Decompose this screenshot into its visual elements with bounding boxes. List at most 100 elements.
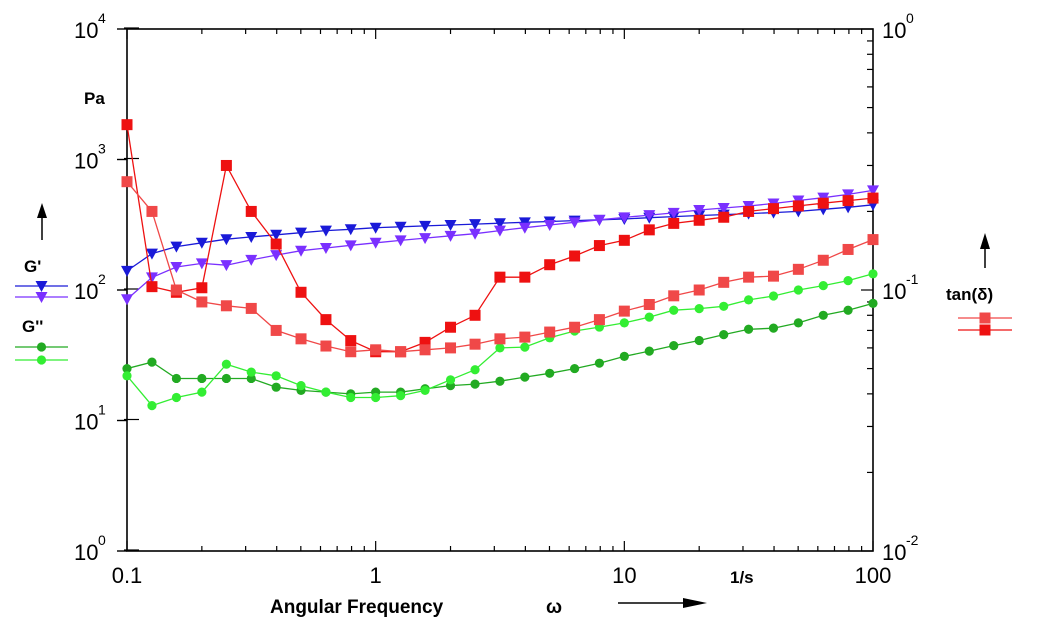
legend-label-g-double-prime: G'' bbox=[22, 317, 43, 336]
x-tick-label: 1 bbox=[370, 563, 382, 588]
series-4 bbox=[122, 269, 878, 411]
data-point bbox=[369, 222, 382, 234]
data-point bbox=[121, 265, 133, 277]
data-point bbox=[593, 240, 605, 252]
data-point bbox=[717, 202, 730, 214]
data-point bbox=[371, 392, 381, 403]
data-point bbox=[792, 200, 804, 212]
data-point bbox=[818, 281, 828, 291]
data-point bbox=[743, 205, 755, 217]
data-point bbox=[369, 237, 382, 249]
data-point bbox=[743, 295, 754, 305]
data-point bbox=[867, 234, 879, 246]
y-left-direction-arrow bbox=[37, 203, 47, 240]
legend-g-double-prime-1 bbox=[15, 342, 68, 352]
data-point bbox=[445, 375, 456, 385]
data-point bbox=[170, 241, 183, 253]
data-point bbox=[220, 260, 233, 272]
data-point bbox=[146, 281, 158, 293]
data-point bbox=[147, 401, 157, 411]
data-point bbox=[295, 286, 307, 298]
data-point bbox=[419, 336, 431, 348]
data-point bbox=[667, 207, 680, 219]
data-point bbox=[121, 119, 133, 131]
x-axis-title: Angular Frequency bbox=[270, 597, 444, 618]
legend-marker bbox=[979, 324, 991, 336]
data-point bbox=[569, 321, 581, 333]
data-point bbox=[719, 330, 729, 340]
data-point bbox=[843, 276, 853, 286]
y-right-tick-label: 10 bbox=[882, 540, 906, 565]
y-right-tick-label: 10 bbox=[882, 18, 906, 43]
data-point bbox=[195, 237, 208, 249]
data-point bbox=[519, 331, 531, 343]
data-point bbox=[568, 217, 581, 229]
data-point bbox=[493, 218, 506, 230]
data-point bbox=[270, 238, 282, 250]
data-point bbox=[444, 219, 457, 231]
legend-g-double-prime-2 bbox=[15, 355, 68, 365]
data-point bbox=[271, 382, 281, 392]
data-point bbox=[220, 159, 232, 171]
data-point bbox=[196, 296, 208, 308]
data-point bbox=[320, 314, 332, 326]
data-point bbox=[394, 221, 407, 233]
data-point bbox=[345, 346, 357, 358]
legend-marker bbox=[35, 292, 48, 303]
legend-marker bbox=[36, 355, 47, 365]
data-point bbox=[195, 258, 208, 270]
data-point bbox=[469, 309, 481, 321]
data-point bbox=[643, 224, 655, 236]
data-point bbox=[170, 262, 183, 274]
data-point bbox=[618, 212, 631, 224]
data-point bbox=[145, 248, 158, 260]
data-point bbox=[694, 304, 704, 314]
data-point bbox=[270, 229, 283, 241]
legend-g-prime-1 bbox=[15, 281, 68, 292]
data-point bbox=[694, 335, 704, 346]
data-point bbox=[470, 379, 480, 389]
data-point bbox=[344, 240, 357, 252]
legend-layer bbox=[15, 281, 1012, 365]
data-point bbox=[494, 271, 506, 283]
data-point bbox=[220, 234, 233, 246]
data-point bbox=[644, 346, 654, 356]
y-left-unit-label: Pa bbox=[84, 89, 105, 108]
data-point bbox=[122, 363, 132, 374]
data-point bbox=[396, 391, 406, 401]
data-point bbox=[669, 305, 679, 315]
data-point bbox=[768, 203, 780, 215]
data-point bbox=[842, 195, 854, 207]
data-point bbox=[121, 294, 133, 306]
series-6 bbox=[121, 176, 879, 358]
y-right-tick-label: 10 bbox=[882, 279, 906, 304]
data-point bbox=[246, 367, 256, 377]
data-point bbox=[270, 250, 283, 262]
data-point bbox=[693, 214, 705, 226]
data-point bbox=[693, 284, 705, 296]
data-point bbox=[718, 276, 730, 288]
data-point bbox=[220, 300, 232, 312]
legend-tan-delta-1 bbox=[958, 312, 1012, 324]
data-point bbox=[196, 282, 208, 294]
data-point bbox=[668, 217, 680, 229]
data-point bbox=[867, 185, 879, 197]
data-point bbox=[444, 230, 457, 242]
data-point bbox=[245, 231, 258, 243]
data-point bbox=[295, 333, 307, 345]
data-point bbox=[469, 338, 481, 350]
data-point bbox=[469, 219, 482, 231]
data-point bbox=[593, 314, 605, 326]
data-point bbox=[147, 357, 157, 367]
data-point bbox=[321, 387, 331, 397]
legend-label-tan-delta: tan(δ) bbox=[946, 285, 993, 304]
data-point bbox=[818, 310, 828, 320]
data-point bbox=[842, 189, 855, 201]
data-point bbox=[295, 227, 308, 239]
data-point bbox=[817, 197, 829, 209]
y-right-tick-exponent: -1 bbox=[906, 271, 919, 287]
y-right-direction-arrow bbox=[980, 233, 990, 268]
data-point bbox=[644, 312, 654, 322]
data-point bbox=[245, 254, 258, 266]
